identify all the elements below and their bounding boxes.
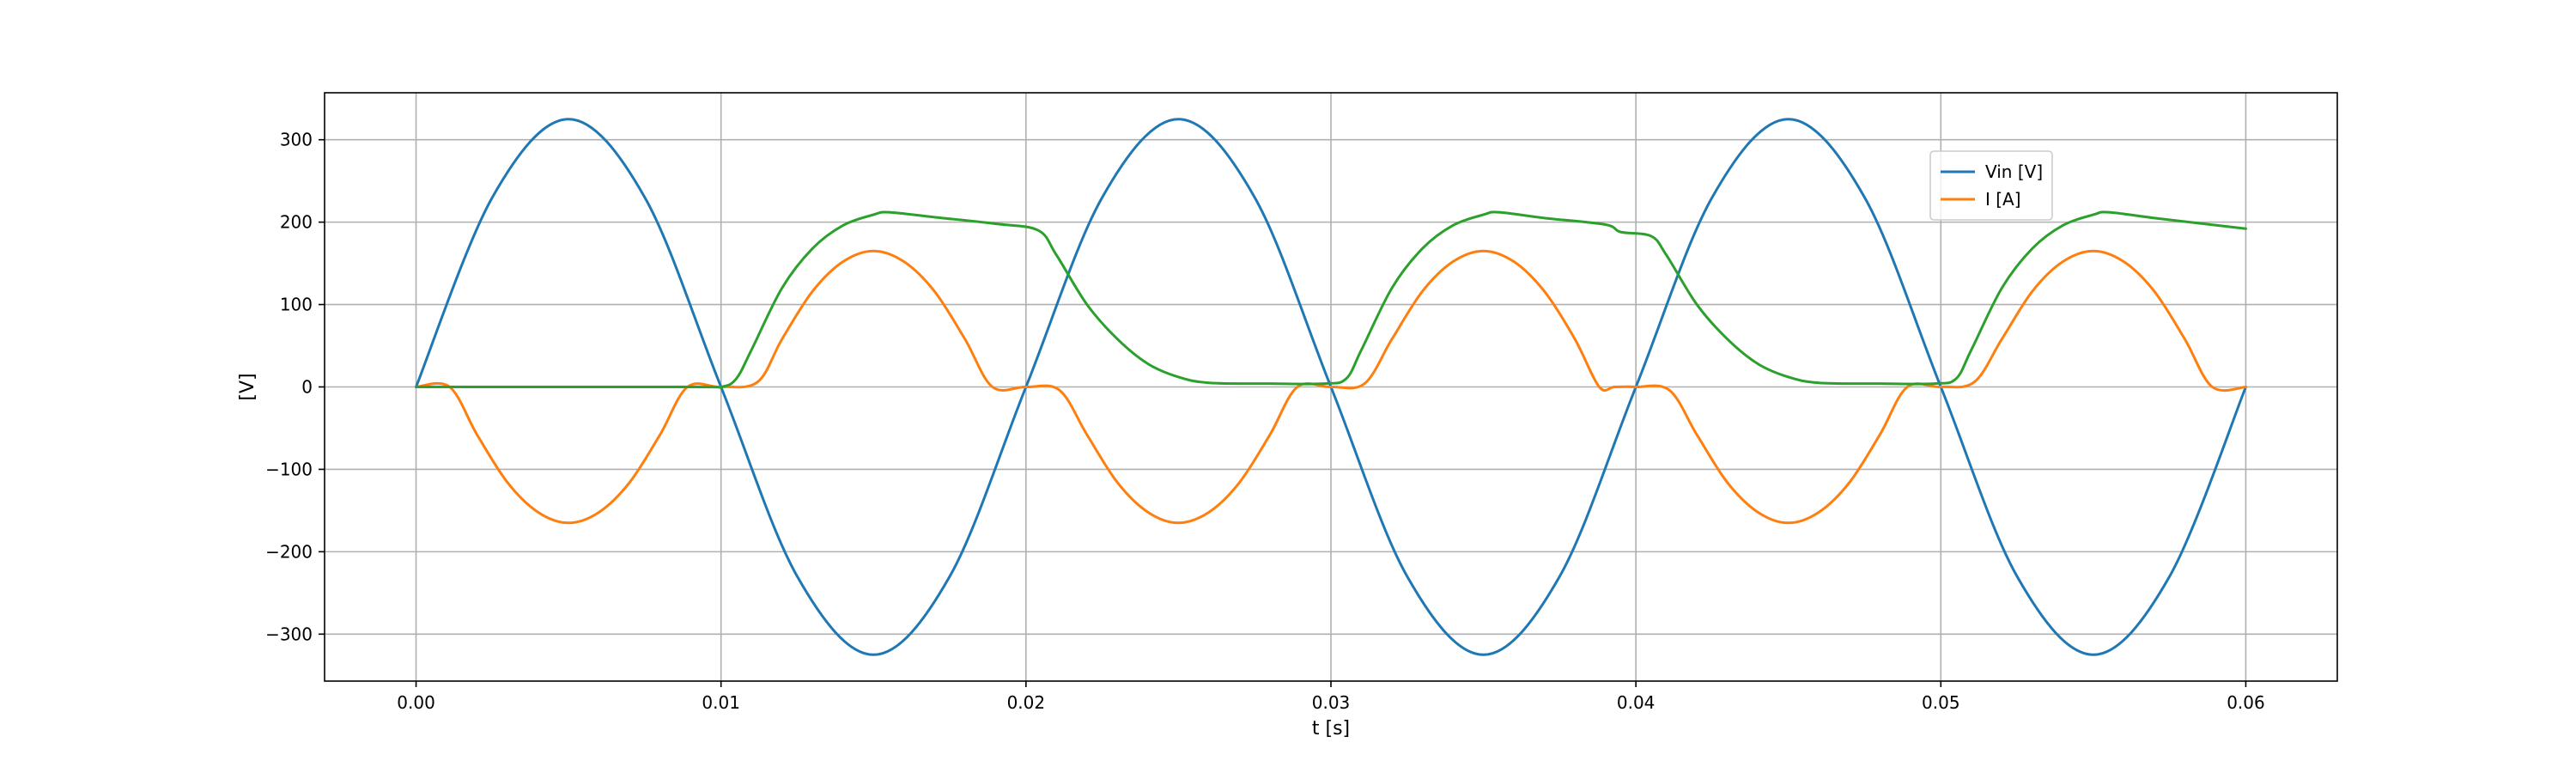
y-tick-label: −300: [265, 624, 313, 644]
x-tick-label: 0.06: [2227, 692, 2265, 713]
legend-label: I [A]: [1985, 189, 2021, 210]
x-tick-label: 0.04: [1617, 692, 1656, 713]
x-tick-label: 0.00: [397, 692, 435, 713]
legend: Vin [V] I [A]: [1929, 150, 2053, 221]
axis-ticks: 0.00 0.01 0.02 0.03 0.04 0.05 0.06 −300 −200 −100…: [265, 130, 2265, 713]
y-tick-label: −100: [265, 459, 313, 479]
y-tick-label: 100: [280, 295, 313, 315]
legend-box: [1929, 150, 2053, 221]
x-tick-label: 0.01: [702, 692, 740, 713]
x-axis-label: t [s]: [1312, 718, 1350, 740]
x-tick-label: 0.05: [1922, 692, 1960, 713]
legend-label: Vin [V]: [1985, 161, 2043, 182]
x-tick-label: 0.03: [1312, 692, 1351, 713]
x-tick-label: 0.02: [1007, 692, 1046, 713]
y-tick-label: 0: [301, 377, 313, 398]
series-layer: [415, 118, 2247, 656]
y-tick-label: 200: [280, 212, 313, 233]
y-axis-label: [V]: [237, 373, 258, 400]
y-tick-label: −200: [265, 541, 313, 562]
series-line-2: [415, 210, 2247, 389]
y-tick-label: 300: [280, 130, 313, 150]
